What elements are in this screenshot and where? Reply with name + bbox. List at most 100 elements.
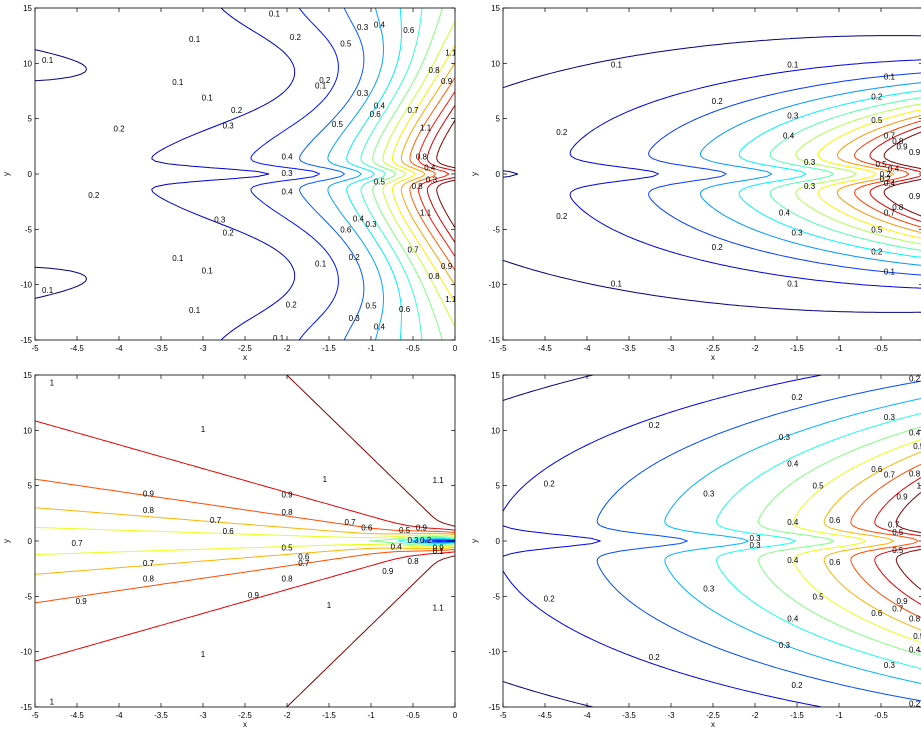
x-tick-label: -4.5 [70,711,84,720]
contour-level-0.2 [569,59,921,289]
contour-label: 0.7 [407,106,419,115]
contour-label: 0.1 [787,60,799,69]
x-tick-label: -2.5 [238,711,252,720]
axes-box [34,374,456,708]
axes-box [502,7,921,341]
x-tick-label: -3 [199,344,207,353]
contour-label: 0.3 [407,536,419,545]
contour-label: 0.2 [871,247,883,256]
y-tick-label: 10 [491,426,500,435]
x-tick-label: -3.5 [622,344,636,353]
contour-level-0.3 [421,539,455,543]
contour-label: 0.5 [875,160,887,169]
contour-label: 0.5 [365,302,377,311]
y-axis-label: y [470,539,479,543]
contour-label: 0.5 [332,120,344,129]
contour-label: 0.3 [223,121,235,130]
x-tick-label: -4 [583,344,591,353]
contour-label: 0.5 [892,546,904,555]
x-tick-label: -2.5 [238,344,252,353]
contour-label: 0.4 [374,323,386,332]
contour-level-0.8 [817,109,921,239]
contour-label: 0.7 [884,471,896,480]
contour-label: 0.2 [712,243,724,252]
contour-label: 0.6 [871,609,883,618]
contour-level-0.7 [795,103,921,245]
contour-label: 0.1 [884,267,896,276]
contour-label: 0.8 [412,182,424,191]
x-tick-label: -3.5 [154,344,168,353]
contour-label: 0.1 [172,78,184,87]
contour-level-0.6 [346,8,402,340]
contour-label: 0.7 [407,245,419,254]
y-tick-label: 15 [23,371,32,380]
x-tick-label: -2 [283,344,291,353]
x-axis-label: x [243,720,247,729]
contour-label: 0.5 [871,225,883,234]
x-tick-label: -5 [499,711,507,720]
contour-label: 0.3 [281,169,293,178]
x-tick-label: -2 [283,711,291,720]
contour-level-1.1 [869,125,921,223]
contour-level-0.1 [503,35,921,313]
contour-label: 0.7 [888,520,900,529]
contour-label: 0.9 [896,493,908,502]
x-tick-label: -4.5 [538,711,552,720]
contour-label: 0.2 [871,93,883,102]
contour-level-0.9 [823,451,921,631]
x-tick-label: -1 [367,344,375,353]
contour-label: 0.6 [340,225,352,234]
contour-label: 0.8 [407,557,419,566]
contour-label: 0.1 [202,266,214,275]
y-tick-label: 15 [491,371,500,380]
panel-top-left: 0.10.10.10.10.10.10.20.20.20.20.30.30.30… [2,4,458,362]
contour-label: 0.1 [189,35,201,44]
contour-level-0.8 [793,438,921,644]
y-tick-label: -5 [493,225,501,234]
contour-level-0.7 [360,8,423,340]
contour-label: 0.4 [787,518,799,527]
contour-label: 0.7 [143,559,155,568]
contour-label: 1.1 [420,124,432,133]
contour-label: 1 [323,475,328,484]
contour-label: 0.4 [391,543,403,552]
contour-label: 0.5 [281,544,293,553]
contour-label: 0.9 [416,524,428,533]
contour-label: 0.9 [909,192,921,201]
contour-label: 0.8 [281,575,293,584]
contour-level-0.3 [503,375,822,707]
contour-label: 0.2 [420,536,432,545]
contour-level-0.6 [716,412,921,670]
contour-label: 0.3 [884,661,896,670]
contour-label: 0.6 [403,26,415,35]
contour-label: 0.8 [892,137,904,146]
contour-label: 0.4 [281,152,293,161]
contour-label: 0.4 [424,163,436,172]
contour-label: 1 [201,650,206,659]
contour-level-0.5 [664,398,921,684]
contour-level-1 [854,120,921,228]
x-tick-label: -3.5 [154,711,168,720]
contour-label: 0.8 [143,575,155,584]
contour-label: 0.7 [210,516,222,525]
contour-label: 0.9 [433,544,445,553]
contour-label: 0.1 [273,334,285,343]
contour-label: 0.4 [787,556,799,565]
x-tick-label: -4 [583,711,591,720]
contour-label: 1 [50,697,55,706]
contour-label: 1.1 [445,295,457,304]
contour-label: 0.3 [349,314,361,323]
contour-level-0.7 [35,526,455,556]
contour-label: 1 [917,482,921,491]
contour-label: 0.4 [884,179,896,188]
contour-label: 0.6 [361,524,373,533]
x-tick-label: -1 [367,711,375,720]
contour-label: 0.4 [787,614,799,623]
contour-label: 0.5 [340,39,352,48]
x-tick-label: -4 [115,344,123,353]
y-tick-label: -10 [20,281,32,290]
contour-label: 0.6 [871,465,883,474]
contour-label: 0.5 [399,526,411,535]
y-tick-label: 0 [496,537,501,546]
contour-level-1.1 [874,477,921,605]
